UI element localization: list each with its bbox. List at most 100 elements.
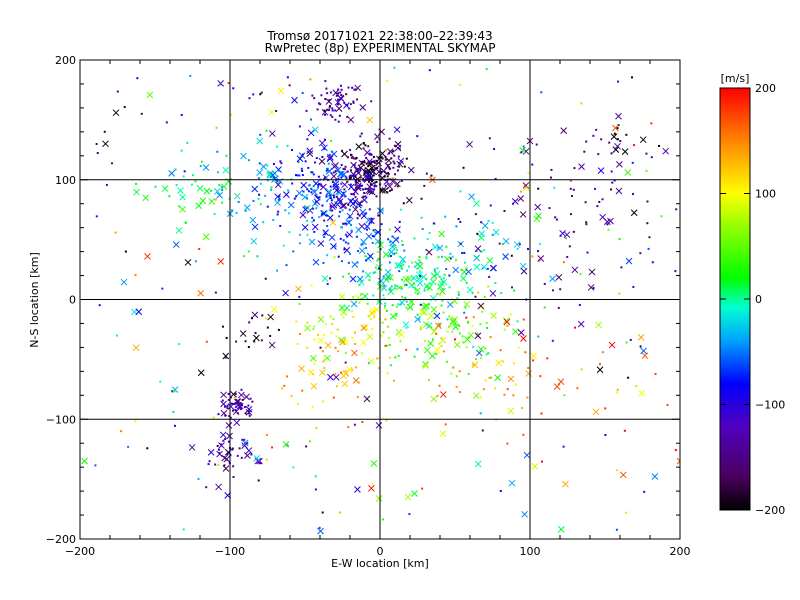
data-point [585,221,588,224]
data-point [321,511,324,514]
data-point [367,171,370,174]
data-point-cross [328,234,336,241]
data-point-cross [171,386,179,393]
data-point [346,235,349,238]
data-point [376,141,379,144]
cross-stroke [382,251,390,258]
data-point [259,133,262,136]
data-point [311,171,314,174]
data-point-cross [233,419,241,427]
data-point [358,381,361,384]
data-point [388,168,391,171]
data-point [323,147,326,150]
data-point [365,246,368,249]
data-point [367,361,370,364]
data-point-cross [102,140,109,148]
data-point [344,351,347,354]
cross-stroke [486,257,494,264]
data-point [323,236,326,239]
data-point [498,242,501,245]
data-point-cross [402,321,410,328]
data-point [331,322,334,325]
data-point [311,373,314,376]
data-point [374,271,377,274]
cross-stroke [343,246,351,254]
data-point [674,449,677,452]
data-point-cross [243,204,251,211]
cross-stroke [616,160,623,168]
data-point [613,179,616,182]
data-point [435,352,438,355]
data-point [372,483,375,486]
data-point-cross [324,341,332,349]
data-point-cross [245,447,253,454]
data-point-cross [253,455,261,462]
data-point-cross [430,305,438,313]
data-point [295,174,298,177]
data-point [538,259,541,262]
data-point [371,241,374,244]
data-point [491,221,494,224]
cross-stroke [530,352,537,360]
data-point [251,400,254,403]
data-point [390,189,393,192]
data-point [352,315,355,318]
cross-stroke [270,305,278,313]
data-point [161,287,164,290]
data-point-cross [330,172,338,180]
data-point-cross [243,452,251,459]
data-point-cross [437,283,444,291]
data-point [329,205,332,208]
data-point [335,335,338,338]
data-point-cross [268,130,276,137]
cross-stroke [282,289,289,297]
data-point-cross [472,392,480,400]
data-point [331,150,334,153]
data-point [238,447,241,450]
data-point [310,284,313,287]
data-point [140,112,143,115]
cross-stroke [431,243,439,251]
data-point-cross [213,188,221,195]
data-point [171,390,174,393]
data-point [357,250,360,253]
cross-stroke [320,210,328,217]
data-point [95,215,98,218]
data-point [98,304,101,307]
data-point [476,232,479,235]
cross-stroke [355,182,362,190]
data-point [632,285,635,288]
data-point-cross [474,332,482,340]
data-point [449,257,452,260]
cross-stroke [317,316,325,323]
chart-title-line-1: Tromsø 20171021 22:38:00–22:39:43 [267,29,493,43]
data-point-cross [612,146,620,153]
data-point-cross [360,339,367,346]
data-point [317,196,320,199]
data-point [365,228,368,231]
cross-stroke [466,286,474,294]
data-point [320,94,323,97]
data-point [258,162,261,165]
data-point [370,153,373,156]
data-point [258,193,261,196]
data-point [316,333,319,336]
data-point [342,191,345,194]
data-point [451,330,454,333]
data-point-cross [340,190,347,198]
cross-stroke [218,442,225,449]
data-point [376,357,379,360]
data-point [325,87,328,90]
cross-stroke [202,233,210,241]
data-point [213,212,216,215]
cross-stroke [522,182,530,189]
data-point-cross [325,188,333,195]
data-point [579,273,582,276]
data-point [409,299,412,302]
data-point [276,269,279,272]
data-point [384,184,387,187]
data-point-cross [175,227,183,234]
cross-stroke [639,136,647,144]
data-point [416,292,419,295]
data-point [247,346,250,349]
